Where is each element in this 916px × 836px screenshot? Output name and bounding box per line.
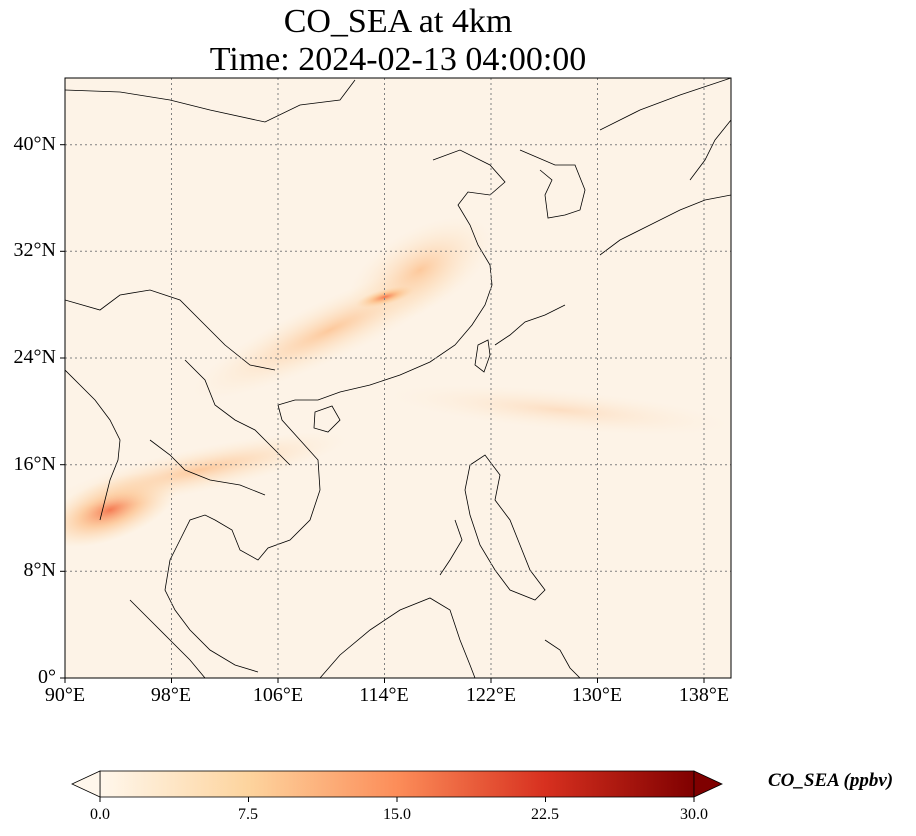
colorbar-tick-label: 0.0 (90, 806, 110, 823)
colorbar-extend-max (693, 770, 723, 798)
lat-tick-label: 8°N (23, 559, 56, 581)
colorbar-tick-label: 22.5 (531, 806, 559, 823)
lon-tick-label: 122°E (465, 684, 517, 706)
map-title: CO_SEA at 4km (283, 3, 513, 40)
lon-tick-label: 106°E (252, 684, 304, 706)
colorbar-label: CO_SEA (ppbv) (768, 770, 894, 791)
colorbar (71, 770, 723, 802)
lat-tick-label: 24°N (13, 346, 56, 368)
map-background (65, 78, 731, 678)
map-subtitle-time: Time: 2024-02-13 04:00:00 (209, 41, 587, 78)
co-concentration-field (65, 217, 730, 547)
colorbar-tick-label: 30.0 (680, 806, 708, 823)
colorbar-extend-min (71, 770, 101, 798)
lon-tick-label: 114°E (359, 684, 409, 706)
map-frame (64, 77, 732, 679)
lat-tick-label: 40°N (13, 133, 56, 155)
axis-ticks (60, 144, 705, 683)
colorbar-tick-label: 15.0 (383, 806, 411, 823)
lat-tick-label: 32°N (13, 239, 56, 261)
colorbar-body (99, 770, 695, 798)
lon-tick-label: 138°E (678, 684, 730, 706)
lat-tick-label: 16°N (13, 453, 56, 475)
lon-tick-label: 130°E (571, 684, 623, 706)
lon-tick-label: 90°E (44, 684, 86, 706)
lat-tick-label: 0° (38, 666, 56, 688)
colorbar-tick-label: 7.5 (238, 806, 258, 823)
lon-tick-label: 98°E (150, 684, 192, 706)
gridlines (65, 78, 731, 678)
